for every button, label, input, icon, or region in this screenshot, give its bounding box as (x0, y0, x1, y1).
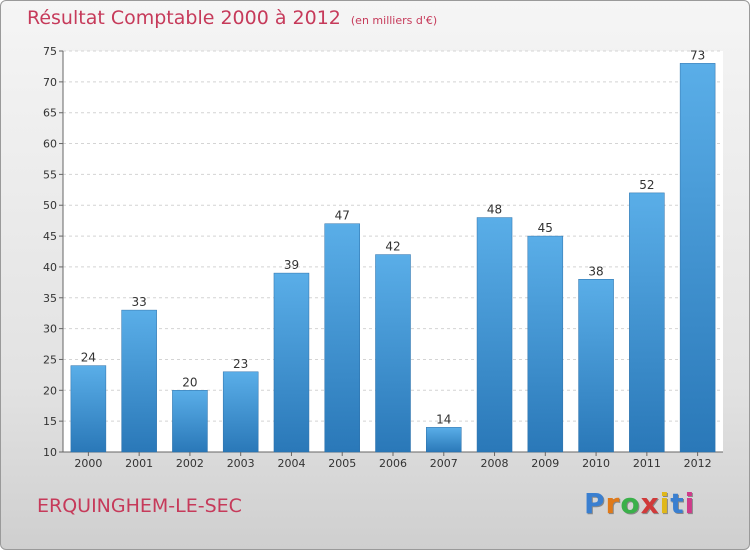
value-label-2012: 73 (690, 48, 705, 62)
x-tick-label-2011: 2011 (633, 457, 661, 470)
y-tick-label: 15 (43, 415, 57, 428)
x-tick-label-2012: 2012 (684, 457, 712, 470)
value-label-2009: 45 (538, 221, 553, 235)
bar-2000 (70, 365, 107, 453)
value-label-2010: 38 (588, 264, 603, 278)
value-label-2007: 14 (436, 412, 451, 426)
value-label-2003: 23 (233, 357, 248, 371)
y-tick-label: 25 (43, 353, 57, 366)
x-tick-label-2000: 2000 (74, 457, 102, 470)
title-text: Résultat Comptable 2000 à 2012 (27, 7, 341, 29)
y-tick-label: 20 (43, 384, 57, 397)
bar-2007 (426, 427, 462, 453)
y-tick-label: 75 (43, 45, 57, 58)
bar-2003 (222, 371, 259, 453)
y-tick-label: 10 (43, 446, 57, 459)
value-label-2011: 52 (639, 178, 654, 192)
brand-letter: x (640, 487, 660, 520)
y-tick-label: 70 (43, 76, 57, 89)
value-label-2008: 48 (487, 203, 502, 217)
value-label-2006: 42 (385, 240, 400, 254)
bar-2002 (172, 390, 208, 453)
value-label-2004: 39 (284, 258, 299, 272)
bar-2010 (578, 279, 614, 453)
bar-2011 (629, 192, 665, 453)
bar-2004 (273, 272, 310, 453)
brand-letter: i (659, 487, 671, 520)
bar-2012 (679, 63, 716, 453)
value-label-2000: 24 (81, 351, 96, 365)
y-tick-label: 60 (43, 138, 57, 151)
brand-letter: P (584, 487, 606, 520)
x-tick-label-2002: 2002 (176, 457, 204, 470)
x-tick-label-2003: 2003 (227, 457, 255, 470)
x-tick-label-2009: 2009 (531, 457, 559, 470)
bar-2005 (324, 223, 360, 453)
value-label-2005: 47 (335, 209, 350, 223)
bar-2001 (121, 309, 157, 453)
chart-title: Résultat Comptable 2000 à 2012 (en millie… (27, 7, 437, 29)
value-label-2002: 20 (182, 375, 197, 389)
brand-letter: r (605, 487, 621, 520)
brand-letter: o (620, 487, 641, 520)
bar-2006 (375, 254, 411, 453)
y-tick-label: 40 (43, 261, 57, 274)
unit-note: (en milliers d'€) (350, 14, 438, 27)
bar-2009 (527, 235, 564, 453)
city-name: ERQUINGHEM-LE-SEC (37, 495, 242, 517)
y-tick-label: 55 (43, 168, 57, 181)
bar-2008 (476, 217, 513, 453)
x-tick-label-2006: 2006 (379, 457, 407, 470)
x-tick-label-2008: 2008 (481, 457, 509, 470)
brand-letter: t (670, 487, 685, 520)
x-tick-label-2001: 2001 (125, 457, 153, 470)
x-tick-label-2004: 2004 (277, 457, 305, 470)
brand-letter: i (684, 487, 696, 520)
y-tick-label: 65 (43, 107, 57, 120)
value-label-2001: 33 (132, 295, 147, 309)
x-tick-label-2005: 2005 (328, 457, 356, 470)
brand-logo: Proxiti (584, 487, 695, 520)
x-tick-label-2007: 2007 (430, 457, 458, 470)
x-tick-label-2010: 2010 (582, 457, 610, 470)
y-tick-label: 45 (43, 230, 57, 243)
y-tick-label: 30 (43, 323, 57, 336)
y-tick-label: 35 (43, 292, 57, 305)
y-tick-label: 50 (43, 199, 57, 212)
